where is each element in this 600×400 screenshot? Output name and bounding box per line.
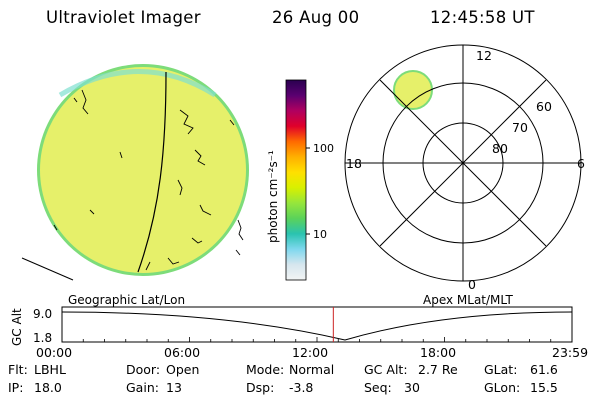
mlt-label-0: 0 (468, 277, 476, 292)
glon-value: 15.5 (530, 380, 558, 395)
uv-image-top-rim (58, 69, 217, 98)
polar-auroral-blob (393, 70, 433, 110)
mlt-label-12: 12 (476, 48, 492, 63)
gain-value: 13 (166, 380, 182, 395)
colorbar-tick-label-10: 10 (313, 228, 327, 241)
timeline-frame (61, 306, 573, 343)
time-tick-0000: 00:00 (36, 345, 73, 360)
time-tick-2359: 23:59 (552, 345, 589, 360)
filter-value: LBHL (34, 362, 66, 377)
gcalt-value: 2.7 Re (418, 362, 458, 377)
header-time: 12:45:58 UT (430, 8, 535, 27)
header-date: 26 Aug 00 (272, 8, 360, 27)
mode-label: Mode: (246, 362, 285, 377)
altitude-curve (61, 311, 573, 341)
altitude-timeline: Geographic Lat/Lon Apex MLat/MLT GC Alt … (10, 293, 573, 346)
terminator-line (137, 71, 167, 273)
time-tick-1800: 18:00 (420, 345, 457, 360)
colorbar-axis-label: photon cm⁻²s⁻¹ (266, 150, 280, 243)
glat-value: 61.6 (530, 362, 558, 377)
mode-value: Normal (289, 362, 335, 377)
timeline-axis-label: GC Alt (10, 308, 24, 346)
lat-label-60: 60 (536, 99, 552, 114)
door-label: Door: (126, 362, 161, 377)
timeline-ytick-1-8: 1.8 (33, 331, 52, 345)
uv-image (21, 64, 249, 281)
orbit-track-line (21, 257, 74, 281)
timeline-left-title: Geographic Lat/Lon (68, 293, 185, 307)
seq-label: Seq: (364, 380, 392, 395)
colorbar-tick-label-100: 100 (313, 142, 334, 155)
seq-value: 30 (404, 380, 420, 395)
filter-label: Flt: (8, 362, 28, 377)
instrument-title: Ultraviolet Imager (46, 8, 201, 27)
timeline-right-title: Apex MLat/MLT (423, 293, 513, 307)
polar-labels: 12 18 6 0 60 70 80 (346, 48, 585, 292)
gain-label: Gain: (126, 380, 159, 395)
polar-plot (344, 44, 582, 282)
colorbar: 100 10 photon cm⁻²s⁻¹ (266, 79, 334, 281)
glon-label: GLon: (484, 380, 521, 395)
timeline-ytick-9: 9.0 (33, 307, 52, 321)
colorbar-scale (285, 79, 307, 281)
ip-label: IP: (8, 380, 24, 395)
time-tick-0600: 06:00 (164, 345, 201, 360)
ip-value: 18.0 (34, 380, 62, 395)
polar-diagonal-2 (379, 79, 547, 247)
dsp-value: -3.8 (289, 380, 314, 395)
door-value: Open (166, 362, 200, 377)
uv-image-body (40, 67, 246, 273)
lat-label-70: 70 (512, 120, 528, 135)
lat-label-80: 80 (492, 141, 508, 156)
time-tick-1200: 12:00 (292, 345, 329, 360)
dsp-label: Dsp: (246, 380, 275, 395)
gcalt-label: GC Alt: (364, 362, 408, 377)
mlt-label-18: 18 (346, 156, 362, 171)
glat-label: GLat: (484, 362, 518, 377)
mlt-label-6: 6 (577, 156, 585, 171)
timeline-tick-marks (61, 337, 573, 342)
coastline-fragments (53, 89, 244, 271)
